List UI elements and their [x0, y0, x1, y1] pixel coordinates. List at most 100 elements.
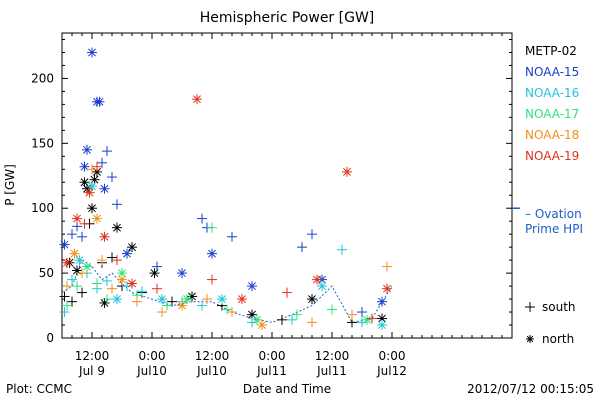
data-point-north	[317, 281, 327, 292]
data-point-south	[67, 296, 77, 307]
data-point-south	[87, 164, 97, 175]
data-point-north	[82, 261, 92, 272]
plot-credit: Plot: CCMC	[6, 382, 72, 396]
plot-timestamp: 2012/07/12 00:15:05	[467, 382, 594, 396]
legend-item: NOAA-15	[525, 65, 579, 79]
data-point-north	[307, 294, 317, 305]
data-point-north	[87, 203, 97, 214]
data-point-south	[67, 229, 77, 240]
data-point-north	[122, 248, 132, 259]
data-point-north	[82, 144, 92, 155]
plot-frame	[61, 32, 513, 339]
legend-item: NOAA-18	[525, 128, 579, 142]
data-point-north	[127, 278, 137, 289]
x-tick-label-time: 12:00	[195, 349, 230, 363]
data-point-north	[62, 257, 72, 268]
data-point-north	[177, 268, 187, 279]
data-point-south	[59, 307, 70, 318]
chart-title: Hemispheric Power [GW]	[200, 10, 375, 26]
data-point-south	[62, 281, 72, 292]
x-tick-label-time: 0:00	[379, 349, 406, 363]
data-point-south	[132, 296, 142, 307]
data-point-south	[297, 242, 307, 253]
data-point-south	[197, 213, 207, 224]
marker-key: south north	[525, 300, 576, 346]
data-point-north	[69, 248, 80, 259]
data-point-north	[74, 255, 85, 266]
x-tick-label-date: Jul 9	[78, 364, 105, 378]
data-point-south	[282, 287, 292, 298]
data-point-north	[79, 161, 90, 172]
data-point-north	[72, 265, 82, 276]
data-point-north	[247, 281, 257, 292]
data-point-south	[92, 161, 102, 172]
data-point-south	[157, 307, 167, 318]
data-point-north	[112, 294, 122, 305]
data-point-south	[207, 222, 217, 233]
data-point-north	[192, 94, 202, 105]
data-point-north	[237, 294, 247, 305]
data-point-south	[112, 255, 122, 266]
data-point-north	[117, 274, 127, 285]
x-tick-label-time: 0:00	[259, 349, 286, 363]
y-tick-label: 150	[31, 136, 54, 150]
data-point-south	[107, 172, 117, 183]
data-point-south	[367, 313, 377, 324]
data-point-south	[92, 278, 102, 289]
data-point-south	[197, 300, 207, 311]
marker-key-south: south	[542, 300, 576, 314]
legend-item: NOAA-16	[525, 86, 579, 100]
x-tick-label-time: 12:00	[75, 349, 110, 363]
data-point-south	[287, 314, 297, 325]
x-axis-label: Date and Time	[243, 382, 331, 396]
data-point-south	[347, 309, 357, 320]
series-noaa-18	[62, 164, 392, 331]
data-point-north	[87, 47, 97, 58]
ovation-hpi-series	[61, 259, 393, 323]
data-point-south	[97, 157, 107, 168]
data-point-south	[152, 261, 162, 272]
series-noaa-17	[62, 222, 372, 325]
data-point-south	[152, 283, 162, 294]
data-point-north	[362, 314, 372, 325]
data-point-south	[107, 283, 117, 294]
series-noaa-19	[62, 94, 392, 324]
series-noaa-16	[59, 181, 387, 331]
data-point-south	[102, 275, 112, 286]
y-tick-label: 50	[39, 266, 54, 280]
data-point-north	[382, 283, 392, 294]
data-point-south	[357, 307, 367, 318]
data-point-north	[377, 296, 387, 307]
data-point-north	[117, 268, 127, 279]
data-point-north	[72, 213, 82, 224]
data-point-south	[277, 314, 287, 325]
data-point-north	[99, 231, 110, 242]
data-point-south	[227, 231, 237, 242]
data-point-south	[77, 287, 87, 298]
y-tick-label: 0	[46, 331, 54, 345]
data-point-south	[167, 296, 177, 307]
data-point-south	[162, 300, 172, 311]
data-point-north	[377, 313, 387, 324]
data-point-south	[222, 304, 232, 315]
data-point-south	[382, 261, 392, 272]
data-point-south	[79, 218, 90, 229]
series-noaa-15	[59, 47, 387, 318]
legend-item: NOAA-19	[525, 149, 579, 163]
data-point-north	[377, 320, 387, 331]
data-point-south	[307, 229, 317, 240]
y-axis: 0 50 100 150 200	[31, 38, 512, 345]
data-point-north	[342, 166, 352, 177]
data-point-north	[257, 320, 267, 331]
data-point-south	[247, 317, 257, 328]
data-point-south	[67, 274, 77, 285]
x-tick-label-time: 12:00	[315, 349, 350, 363]
data-point-south	[102, 294, 112, 305]
data-point-south	[62, 300, 72, 311]
data-point-south	[77, 268, 87, 279]
data-point-north	[149, 268, 160, 279]
data-point-south	[207, 274, 217, 285]
y-tick-label: 100	[31, 201, 54, 215]
